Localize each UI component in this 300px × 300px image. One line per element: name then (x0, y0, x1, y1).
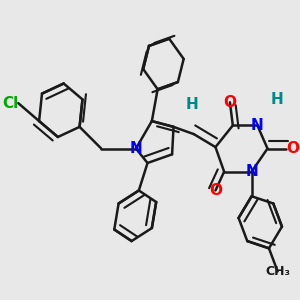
Text: CH₃: CH₃ (265, 265, 290, 278)
Text: Cl: Cl (2, 96, 18, 111)
Text: N: N (130, 141, 142, 156)
Text: O: O (209, 183, 222, 198)
Text: H: H (270, 92, 283, 106)
Text: N: N (251, 118, 264, 133)
Text: O: O (286, 141, 299, 156)
Text: O: O (224, 95, 236, 110)
Text: H: H (186, 98, 199, 112)
Text: N: N (245, 164, 258, 179)
